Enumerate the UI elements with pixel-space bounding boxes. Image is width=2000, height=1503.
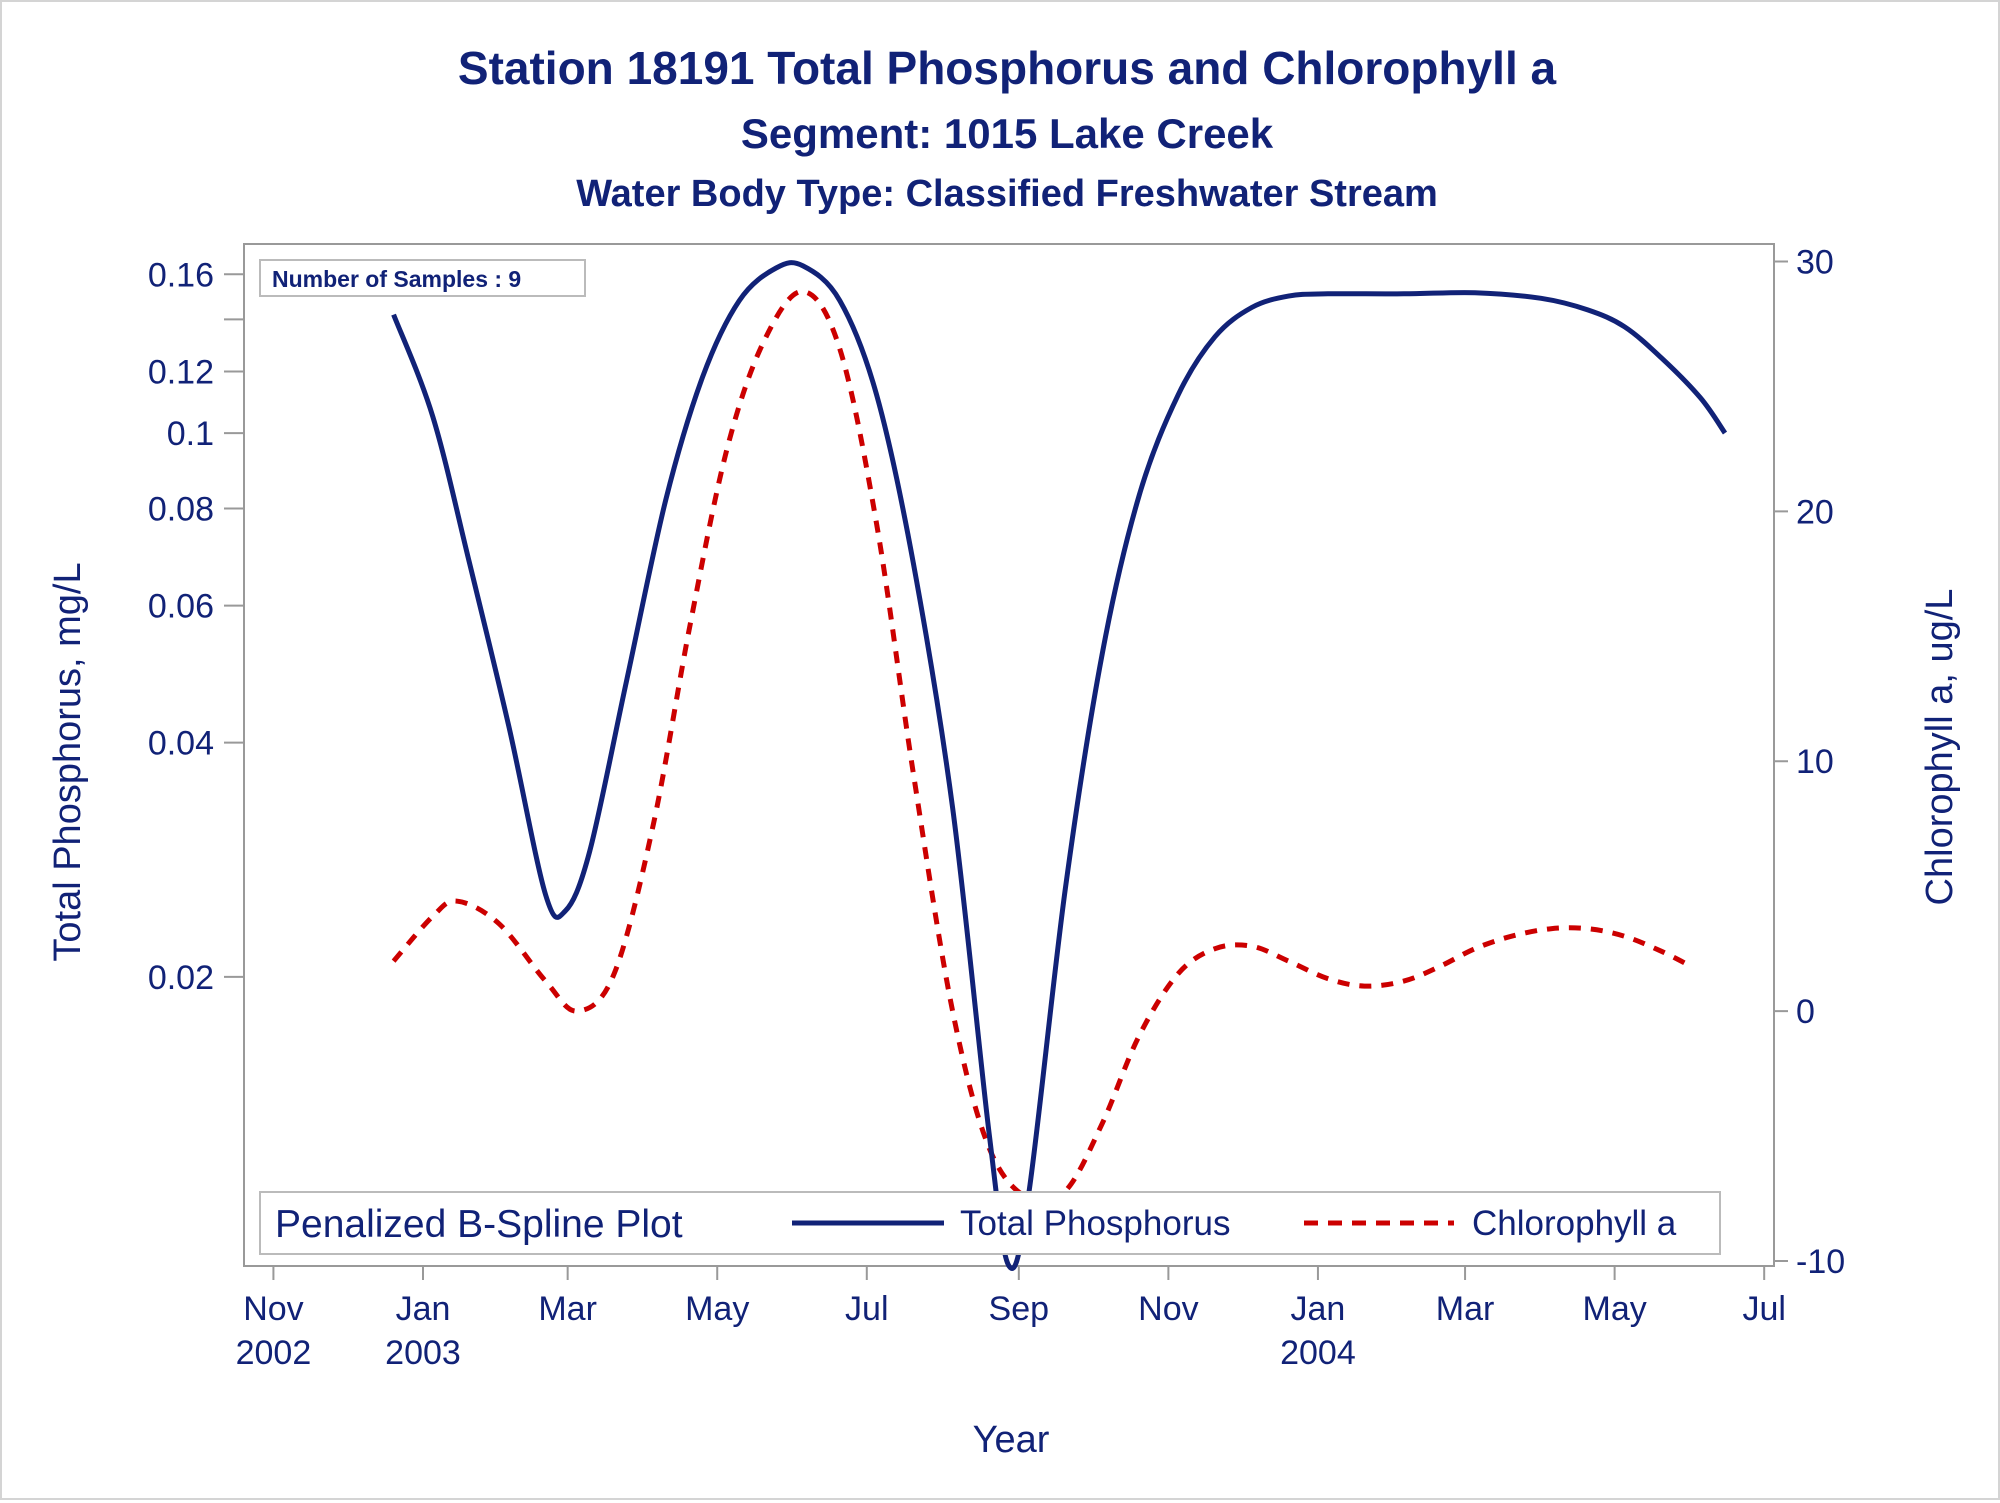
y-tick-label: 0.02 xyxy=(148,959,214,997)
x-tick-year-label: 2004 xyxy=(1280,1334,1356,1372)
samples-inset: Number of Samples : 9 xyxy=(259,259,586,297)
legend-box xyxy=(259,1191,1721,1255)
y-tick-label: 0.16 xyxy=(148,256,214,294)
x-tick-year-label: 2003 xyxy=(385,1334,461,1372)
legend-label-chl: Chlorophyll a xyxy=(1472,1204,1677,1243)
plot-area xyxy=(243,243,1775,1267)
series-line-chlorophyll-a xyxy=(391,289,1692,1206)
x-tick-label: Jul xyxy=(1742,1290,1785,1328)
x-tick-label: May xyxy=(685,1290,749,1328)
chart-title: Station 18191 Total Phosphorus and Chlor… xyxy=(458,42,1557,94)
x-tick-label: Jan xyxy=(1291,1290,1346,1328)
y-tick-label: 0.04 xyxy=(148,725,214,763)
chart-subtitle-waterbody: Water Body Type: Classified Freshwater S… xyxy=(576,173,1438,215)
x-tick-label: Sep xyxy=(989,1290,1050,1328)
x-axis-label: Year xyxy=(973,1419,1050,1461)
y-tick-label: 0.1 xyxy=(167,415,214,453)
series-layer xyxy=(391,260,1728,1271)
x-tick-label: Nov xyxy=(1138,1290,1198,1328)
y-tick-label: 0.06 xyxy=(148,588,214,626)
y2-tick-label: -10 xyxy=(1796,1243,1845,1281)
y-axis-label: Total Phosphorus, mg/L xyxy=(47,562,89,961)
y2-axis-label: Chlorophyll a, ug/L xyxy=(1919,589,1961,906)
y2-tick-label: 30 xyxy=(1796,243,1834,281)
x-tick-label: Jan xyxy=(396,1290,451,1328)
y-axis-left: 0.02 0.04 0.06 0.08 0.1 0.12 0.16 xyxy=(148,256,244,997)
legend-label-tp: Total Phosphorus xyxy=(960,1204,1230,1243)
legend-title: Penalized B-Spline Plot xyxy=(275,1203,683,1246)
x-tick-year-label: 2002 xyxy=(236,1334,312,1372)
x-tick-label: Jul xyxy=(845,1290,888,1328)
samples-text: Number of Samples : 9 xyxy=(272,266,521,292)
y-tick-label: 0.12 xyxy=(148,353,214,391)
chart-subtitle-segment: Segment: 1015 Lake Creek xyxy=(741,110,1274,157)
y2-tick-label: 10 xyxy=(1796,743,1834,781)
x-tick-label: Nov xyxy=(243,1290,303,1328)
legend: Penalized B-Spline Plot Total Phosphorus… xyxy=(259,1191,1721,1255)
x-tick-label: May xyxy=(1583,1290,1647,1328)
y-axis-right: -10 0 10 20 30 xyxy=(1774,243,1845,1281)
x-tick-label: Mar xyxy=(538,1290,597,1328)
series-line-total-phosphorus xyxy=(391,260,1728,1271)
x-axis: Nov 2002 Jan 2003 Mar May Jul Sep Nov Jan 2004 Mar M… xyxy=(236,1266,1786,1372)
y2-tick-label: 20 xyxy=(1796,493,1834,531)
y-tick-label: 0.08 xyxy=(148,490,214,528)
y2-tick-label: 0 xyxy=(1796,993,1815,1031)
x-tick-label: Mar xyxy=(1436,1290,1495,1328)
